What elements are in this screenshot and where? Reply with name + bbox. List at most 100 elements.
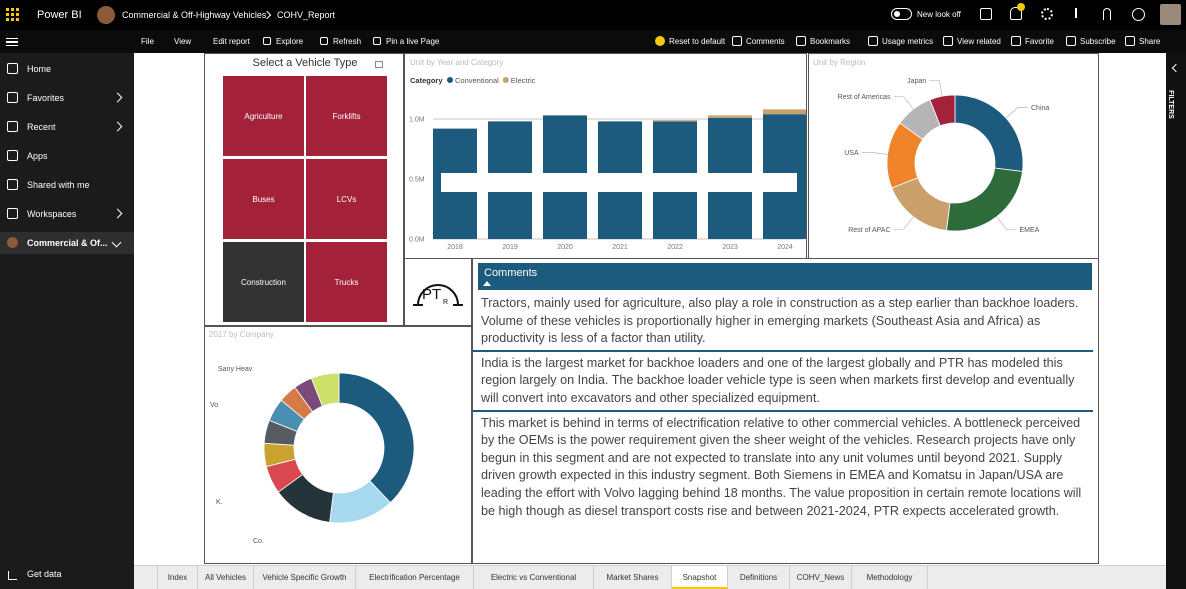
slicer-option[interactable]: Forklifts [306,76,387,156]
help-icon[interactable] [1103,8,1111,20]
nav-icon [7,150,18,161]
slice-label: EMEA [1019,227,1039,234]
company-donut: 2017 by Company Sany Heav Vo K. Co. [209,330,415,545]
company-label: Co. [253,538,264,545]
legend-label: Electric [511,76,536,85]
nav-item[interactable]: Favorites [27,93,65,103]
toolbar-button[interactable]: Reset to default [669,37,726,46]
x-tick-label: 2021 [612,244,628,251]
toolbar-icon [732,36,742,46]
toolbar: File View Edit report Explore Refresh Pin a l… [0,30,1186,53]
nav-icon [7,237,18,248]
tooltip-overlay [441,173,797,192]
nav-item[interactable]: Home [27,64,52,74]
toolbar-button[interactable]: Edit report [213,37,250,46]
toolbar-button[interactable]: Share [1139,37,1161,46]
toolbar-icon [943,36,953,46]
logo-panel: PT R [404,258,472,326]
toolbar-icon [320,37,328,45]
y-tick-label: 0.5M [409,177,425,184]
get-data-link[interactable]: Get data [27,569,62,579]
page-tab[interactable]: Electric vs Conventional [474,566,594,589]
toolbar-button[interactable]: View [174,37,192,46]
settings-icon[interactable] [1041,8,1053,20]
toolbar-button[interactable]: File [141,37,154,46]
toolbar-button[interactable]: Pin a live Page [386,37,440,46]
comment-paragraph: Tractors, mainly used for agriculture, a… [473,292,1093,352]
user-avatar[interactable] [1160,4,1181,25]
toolbar-button[interactable]: Bookmarks [810,37,851,46]
page-tab[interactable]: Snapshot [672,566,728,589]
download-icon[interactable] [1075,8,1077,18]
chart-title: 2017 by Company [209,330,274,339]
region-donut: Unit by Region China EMEA Rest of APAC USA Re… [813,58,1049,234]
breadcrumb-report[interactable]: COHV_Report [277,10,336,20]
slicer-option[interactable]: Buses [223,159,304,239]
nav-item[interactable]: Workspaces [27,209,77,219]
logo-subscript: R [443,299,448,306]
left-navigation: Home Favorites Recent Apps Shared with me Wor… [0,53,134,589]
page-tab[interactable]: Vehicle Specific Growth [254,566,356,589]
nav-item[interactable]: Commercial & Of... [0,232,134,254]
slice-label: Japan [907,78,926,85]
toolbar-button[interactable]: Usage metrics [882,37,934,46]
bar-segment [708,115,752,118]
toolbar-button[interactable]: View related [957,37,1001,46]
workspace-avatar [97,6,115,24]
app-name: Power BI [37,9,82,21]
nav-icon [7,121,18,132]
toolbar-button[interactable]: Comments [746,37,785,46]
x-tick-label: 2023 [722,244,738,251]
company-label: Vo [210,402,218,409]
donut-slice [338,372,415,504]
toolbar-button[interactable]: Explore [276,37,304,46]
x-tick-label: 2018 [447,244,463,251]
page-tab[interactable]: COHV_News [790,566,852,589]
comments-header: Comments [478,263,1092,290]
new-look-toggle[interactable] [891,8,912,20]
hamburger-menu[interactable] [6,38,18,46]
nav-item[interactable]: Shared with me [27,180,90,190]
page-tab[interactable]: Index [158,566,198,589]
y-tick-label: 0.0M [409,237,425,244]
filters-pane[interactable]: FILTERS [1166,53,1186,589]
app-launcher[interactable] [6,8,20,22]
company-chart-panel: 2017 by Company Sany Heav Vo K. Co. [204,326,472,564]
nav-item[interactable]: Apps [27,151,48,161]
slicer-option[interactable]: LCVs [306,159,387,239]
nav-item[interactable]: Recent [27,122,56,132]
toolbar-button[interactable]: Favorite [1025,37,1054,46]
donut-slice [946,167,1023,232]
chart-title: Unit by Year and Category [410,58,503,67]
page-tab[interactable]: Methodology [852,566,928,589]
nav-icon [7,92,18,103]
slice-label: China [1031,105,1049,112]
page-tab[interactable]: Definitions [728,566,790,589]
slicer-option[interactable]: Construction [223,242,304,322]
donut-slice [929,94,956,127]
breadcrumb-workspace[interactable]: Commercial & Off-Highway Vehicles [122,10,267,20]
focus-icon[interactable] [375,61,383,68]
notification-icon[interactable] [1010,7,1022,20]
chart-title: Unit by Region [813,58,865,67]
toolbar-button[interactable]: Subscribe [1080,37,1116,46]
x-tick-label: 2024 [777,244,793,251]
page-tab[interactable]: All Vehicles [198,566,254,589]
fullscreen-icon[interactable] [980,8,992,20]
page-tab[interactable]: Electrification Percentage [356,566,474,589]
feedback-icon[interactable] [1132,8,1145,21]
collapse-arrow[interactable] [483,281,491,286]
leader-line [861,152,888,155]
page-tab[interactable]: Market Shares [594,566,672,589]
ptr-logo: PT R [413,284,463,306]
get-data-icon [8,571,17,580]
leader-line [893,216,914,230]
filters-expand[interactable] [1171,63,1181,73]
x-tick-label: 2019 [502,244,518,251]
slicer-option[interactable]: Agriculture [223,76,304,156]
bar-segment [653,120,697,122]
top-bar: Power BI Commercial & Off-Highway Vehicl… [0,0,1186,30]
toolbar-button[interactable]: Refresh [333,37,362,46]
slicer-option[interactable]: Trucks [306,242,387,322]
